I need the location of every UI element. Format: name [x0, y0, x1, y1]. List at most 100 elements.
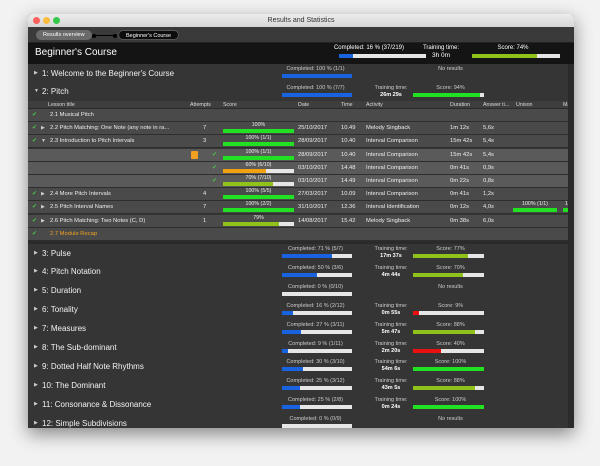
disclosure-open-icon[interactable]: ▼ — [34, 88, 39, 94]
breadcrumb-results-overview[interactable]: Results overview — [36, 30, 92, 40]
zoom-button[interactable] — [53, 17, 60, 24]
lesson-score-bar — [223, 168, 294, 173]
answer-time: 5,6s — [483, 125, 494, 132]
training-label: Training time: — [374, 85, 408, 91]
module-row[interactable]: ▶ 6: Tonality Completed: 16 % (2/12) Traini… — [28, 300, 574, 320]
module-score-bar — [413, 93, 484, 97]
disclosure-closed-icon[interactable]: ▶ — [34, 419, 38, 426]
course-score: Score: 74% — [497, 45, 529, 51]
course-score-bar — [472, 54, 560, 58]
results-window: Results and Statistics Results overview … — [28, 14, 574, 428]
training-time: 43m 5s — [381, 385, 401, 392]
disclosure-closed-icon[interactable]: ▶ — [34, 325, 38, 332]
module-score: Score: 77% — [436, 246, 465, 252]
column-header[interactable]: Score — [223, 102, 237, 108]
module-row[interactable]: ▶ 11: Consonance & Dissonance Completed: 2… — [28, 395, 574, 415]
disclosure-closed-icon[interactable]: ▶ — [34, 287, 38, 294]
attempt-row[interactable]: ✔ 70% (7/10) 03/10/2017 14.49 Interval Compa… — [28, 175, 574, 188]
time: 14.49 — [341, 178, 356, 184]
column-header[interactable]: Attempts — [190, 102, 211, 108]
module-row[interactable]: ▶ 3: Pulse Completed: 71 % (5/7) Training t… — [28, 244, 574, 263]
module-score: Score: 40% — [436, 340, 465, 347]
date: 28/09/2017 — [298, 151, 328, 158]
lesson-row[interactable]: ✔ 2.1 Musical Pitch — [28, 109, 574, 122]
attempt-row[interactable]: ✔ 60% (6/10) 03/10/2017 14.48 Interval Compa… — [28, 161, 574, 175]
disclosure-closed-icon[interactable]: ▶ — [41, 217, 45, 224]
check-icon: ✔ — [212, 164, 218, 171]
attempt-row[interactable]: ✔ 100% (1/1) 28/09/2017 10.40 Interval Compa… — [28, 148, 574, 162]
scrollbar[interactable] — [568, 64, 574, 428]
module-row[interactable]: ▶ 4: Pitch Notation Completed: 50 % (3/6) T… — [28, 262, 574, 282]
activity: Interval Comparison — [366, 164, 418, 171]
module-score-bar — [413, 310, 484, 315]
module-score-bar — [413, 254, 484, 258]
training-label: Training time: — [374, 264, 408, 271]
time: 10.49 — [341, 125, 356, 132]
training-label: Training time: — [374, 340, 408, 347]
time: 10.40 — [341, 151, 356, 158]
disclosure-closed-icon[interactable]: ▶ — [34, 268, 38, 275]
column-header[interactable]: Date — [298, 102, 310, 108]
column-header[interactable]: Maj — [563, 101, 572, 109]
disclosure-closed-icon[interactable]: ▶ — [34, 381, 38, 388]
lesson-score: 100% (1/1) — [245, 135, 272, 142]
module-row[interactable]: ▼ 2: Pitch Completed: 100 % (7/7) Training … — [28, 83, 574, 101]
column-header[interactable]: Duration — [450, 102, 471, 108]
disclosure-closed-icon[interactable]: ▶ — [34, 306, 38, 313]
column-header[interactable]: Activity — [366, 102, 383, 108]
minimize-button[interactable] — [43, 17, 50, 24]
lesson-row[interactable]: ✔ ▶ 2.4 More Pitch Intervals 4 100% (5/5) 27/… — [28, 188, 574, 202]
module-score: Score: 100% — [434, 397, 467, 404]
lesson-row[interactable]: ✔ ▶ 2.2 Pitch Matching: One Note (any note… — [28, 122, 574, 136]
breadcrumb-beginners-course[interactable]: Beginner's Course — [118, 30, 180, 40]
lesson-score: 100% — [251, 122, 266, 129]
lesson-row[interactable]: ✔ ▶ 2.6 Pitch Matching: Two Notes (C, D) 1 7… — [28, 214, 574, 228]
module-score: Score: 9% — [437, 302, 464, 309]
disclosure-closed-icon[interactable]: ▶ — [41, 125, 45, 132]
module-row[interactable]: ▶ 10: The Dominant Completed: 25 % (3/12) T… — [28, 376, 574, 396]
module-score-bar — [413, 386, 484, 391]
column-header[interactable]: Lesson title — [48, 102, 75, 108]
disclosure-closed-icon[interactable]: ▶ — [34, 69, 38, 76]
disclosure-closed-icon[interactable]: ▶ — [34, 249, 38, 256]
module-title: 7: Measures — [42, 324, 87, 334]
module-row[interactable]: ▶ 12: Simple Subdivisions Completed: 0 % (… — [28, 414, 574, 428]
disclosure-closed-icon[interactable]: ▶ — [41, 191, 45, 198]
close-button[interactable] — [33, 17, 40, 24]
module-completed: Completed: 100 % (1/1) — [286, 66, 345, 72]
training-label: Training time: — [374, 378, 408, 385]
column-header[interactable]: Time — [341, 102, 353, 108]
check-icon: ✔ — [212, 178, 218, 184]
module-completed-bar — [282, 272, 352, 277]
lesson-row[interactable]: ✔ 2.7 Module Recap — [28, 227, 574, 241]
module-row[interactable]: ▶ 9: Dotted Half Note Rhythms Completed: 3… — [28, 357, 574, 377]
lesson-score: 100% (5/5) — [245, 188, 272, 195]
disclosure-closed-icon[interactable]: ▶ — [41, 204, 45, 211]
unison-score: 100% (1/1) — [522, 201, 548, 208]
answer-time: 5,4s — [483, 151, 494, 158]
date: 27/03/2017 — [298, 191, 328, 198]
disclosure-closed-icon[interactable]: ▶ — [34, 400, 38, 407]
lesson-title: 2.3 Introduction to Pitch Intervals — [50, 138, 135, 145]
disclosure-open-icon[interactable]: ▼ — [41, 138, 46, 145]
check-icon: ✔ — [32, 112, 38, 118]
module-score-bar — [413, 272, 484, 277]
check-icon: ✔ — [32, 191, 38, 198]
activity: Interval Comparison — [366, 151, 418, 158]
module-row[interactable]: ▶ 5: Duration Completed: 0 % (0/10) No resu… — [28, 281, 574, 301]
lesson-row[interactable]: ✔ ▶ 2.5 Pitch Interval Names 7 100% (2/2) 31/… — [28, 198, 574, 215]
duration: 0m 12s — [450, 204, 470, 211]
column-header[interactable]: Unison — [516, 102, 533, 108]
module-row[interactable]: ▶ 8: The Sub-dominant Completed: 9 % (1/11… — [28, 338, 574, 358]
activity: Interval Comparison — [366, 138, 418, 145]
module-row[interactable]: ▶ 7: Measures Completed: 27 % (3/11) Traini… — [28, 319, 574, 339]
module-row[interactable]: ▶ 1: Welcome to the Beginner's Course Comp… — [28, 64, 574, 83]
disclosure-closed-icon[interactable]: ▶ — [34, 362, 38, 369]
module-completed: Completed: 25 % (3/12) — [286, 378, 345, 385]
lesson-row[interactable]: ✔ ▼ 2.3 Introduction to Pitch Intervals 3 10… — [28, 135, 574, 149]
major-score: 10 — [565, 198, 571, 210]
column-header[interactable]: Answer ti... — [483, 102, 510, 108]
module-completed: Completed: 100 % (7/7) — [286, 85, 345, 91]
disclosure-closed-icon[interactable]: ▶ — [34, 344, 38, 350]
bookmark-icon[interactable] — [191, 150, 198, 159]
